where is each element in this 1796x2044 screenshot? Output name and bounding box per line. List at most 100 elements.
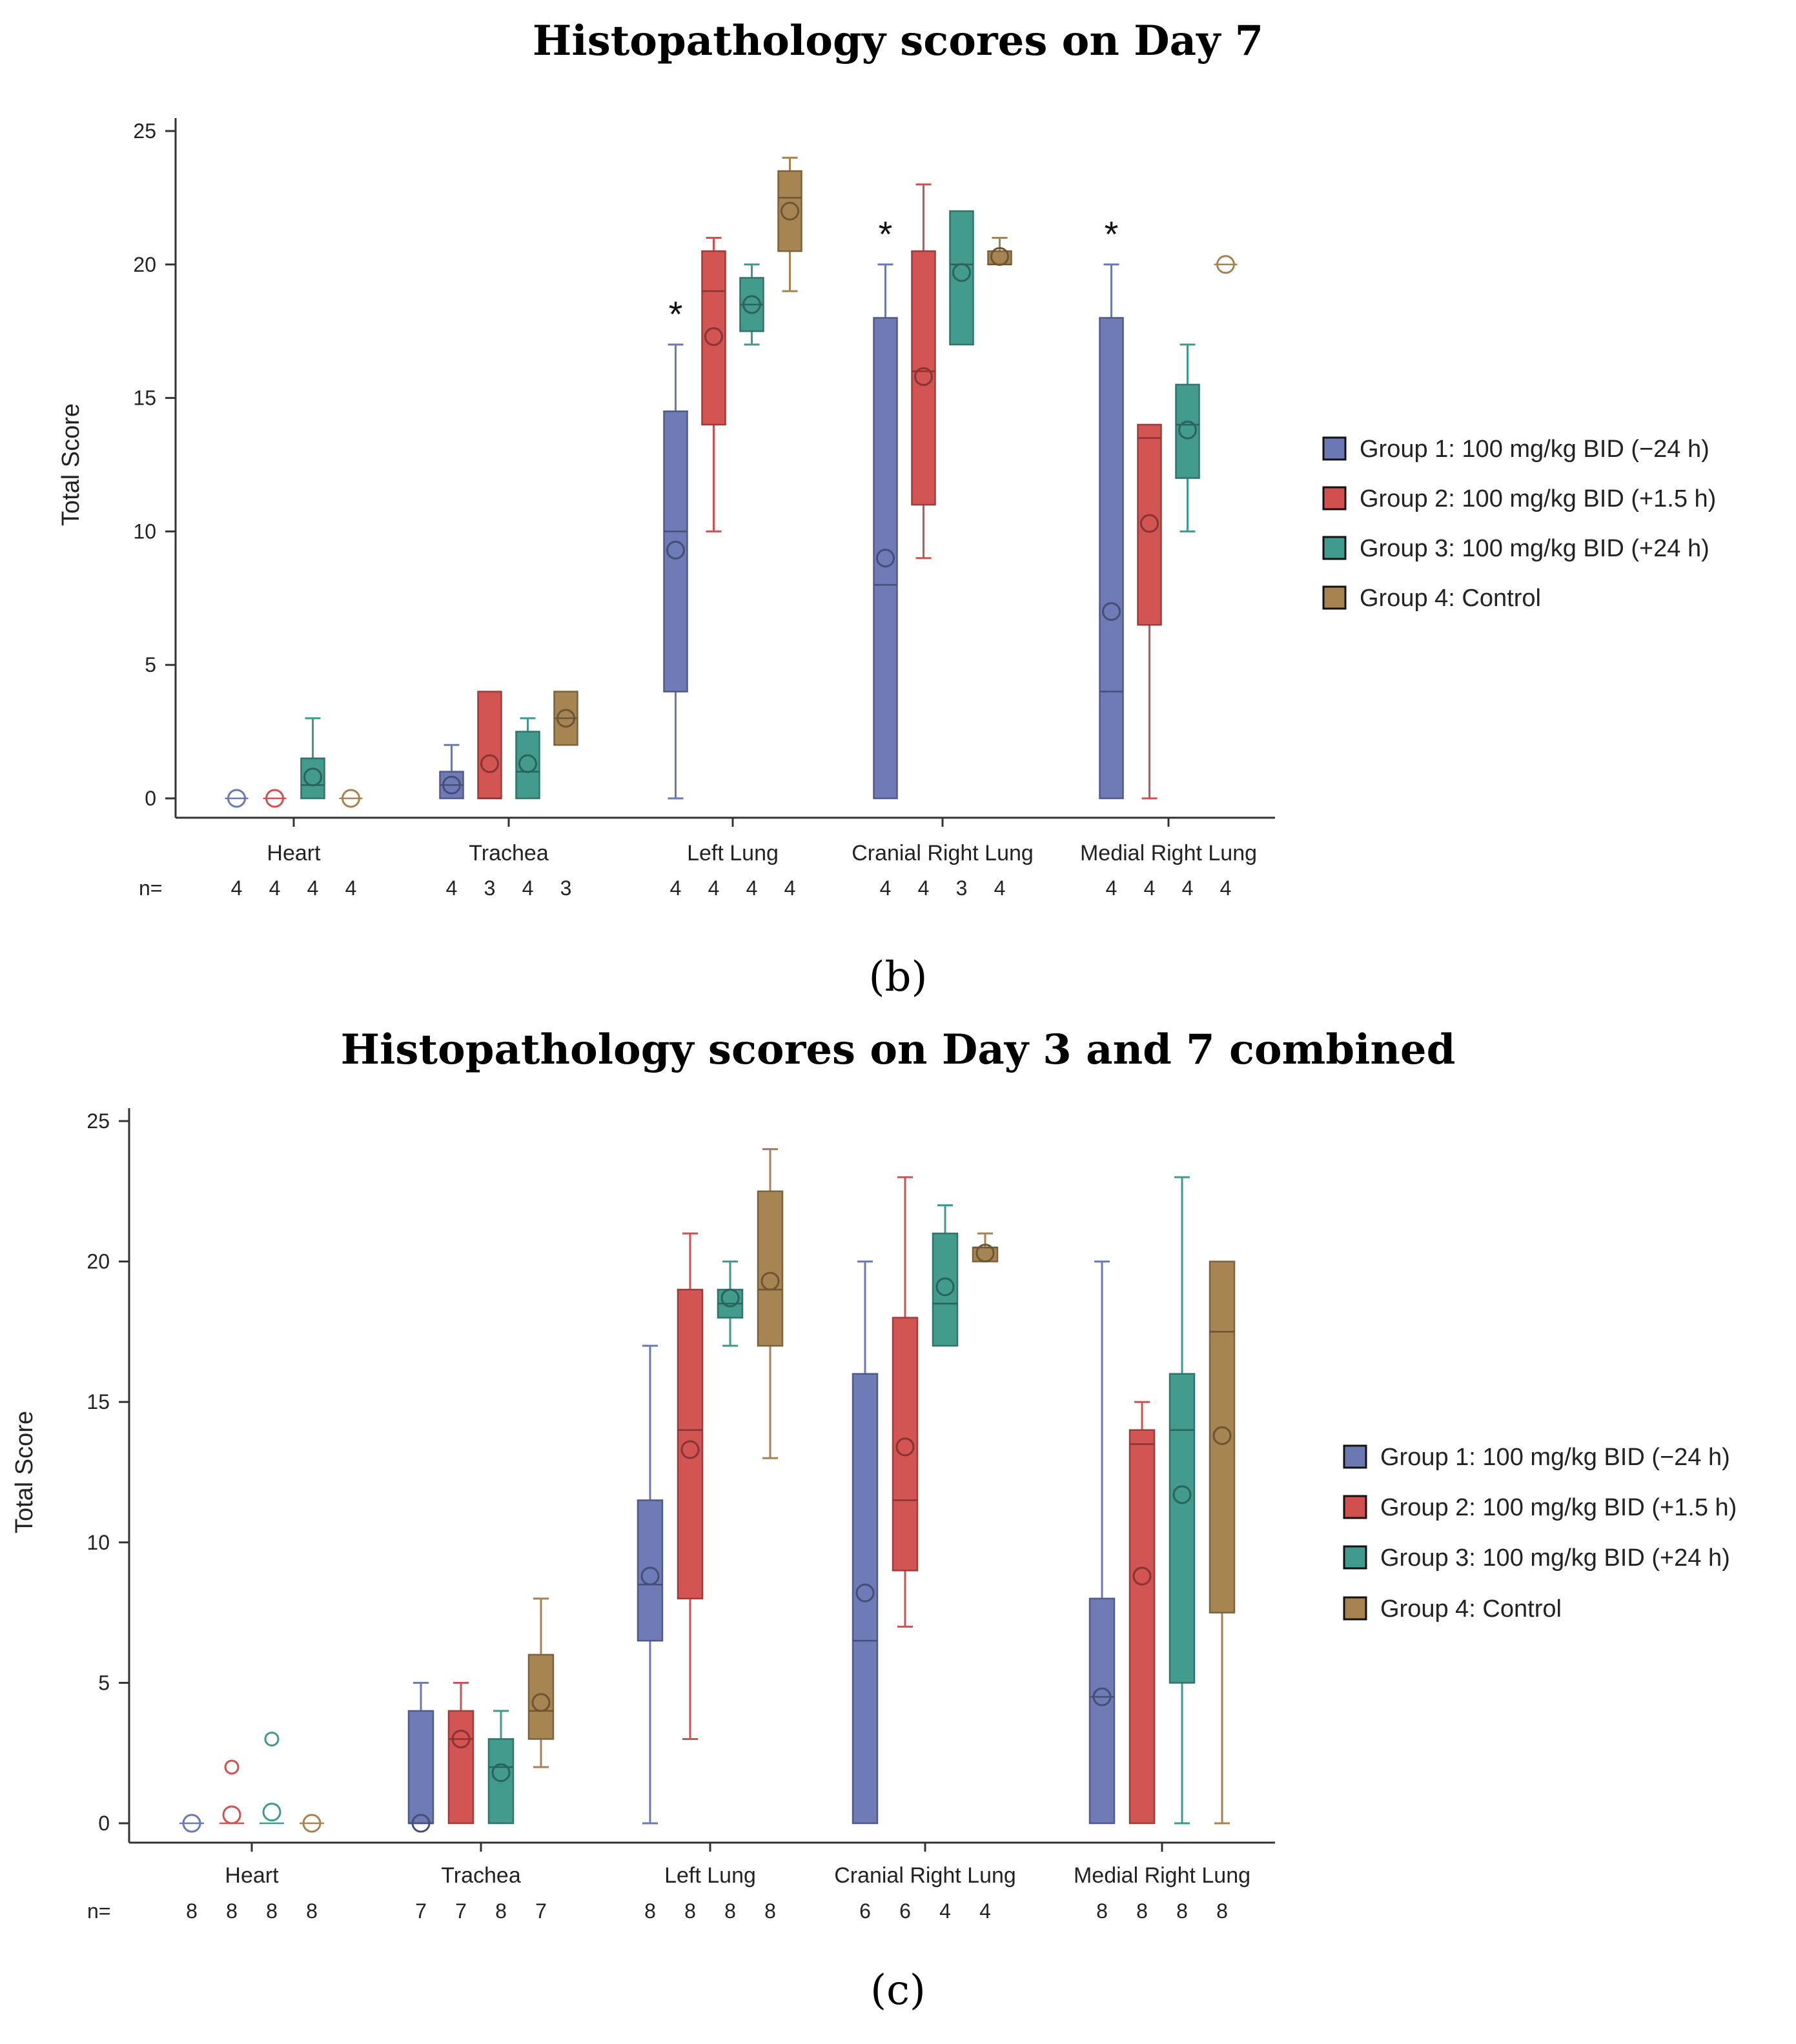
x-category-label: Trachea xyxy=(441,1863,521,1888)
y-axis-label: Total Score xyxy=(11,1411,38,1533)
mean-marker xyxy=(451,1729,471,1748)
mean-marker xyxy=(855,1583,875,1603)
mean-marker xyxy=(342,789,360,808)
x-category-label: Cranial Right Lung xyxy=(852,841,1034,865)
legend-label: Group 4: Control xyxy=(1360,585,1541,612)
mean-marker xyxy=(1216,255,1235,274)
outlier-marker xyxy=(224,1759,240,1775)
box-4-2 xyxy=(777,156,802,292)
n-label: 4 xyxy=(784,876,796,900)
box-3-1 xyxy=(487,1710,515,1825)
n-label: 4 xyxy=(522,876,534,900)
box-4-2 xyxy=(757,1148,784,1459)
legend-label: Group 2: 100 mg/kg BID (+1.5 h) xyxy=(1360,485,1716,512)
n-label: 8 xyxy=(306,1899,318,1923)
legend-swatch-group-2 xyxy=(1343,1495,1367,1519)
box-2-0 xyxy=(219,1759,244,1825)
legend-swatch-group-2 xyxy=(1322,486,1347,511)
outlier-marker xyxy=(264,1731,280,1746)
mean-marker xyxy=(227,789,246,808)
mean-marker xyxy=(556,709,575,728)
mean-marker xyxy=(491,1763,511,1783)
box-body xyxy=(407,1710,434,1825)
n-label: 8 xyxy=(495,1899,507,1923)
box-1-0 xyxy=(179,1814,204,1833)
n-label: 4 xyxy=(1182,876,1194,900)
mean-marker xyxy=(640,1566,660,1586)
legend: Group 1: 100 mg/kg BID (−24 h) Group 2: 1… xyxy=(1343,1444,1737,1623)
n-label: 6 xyxy=(899,1899,911,1923)
box-1-0 xyxy=(225,789,249,808)
x-category-label: Heart xyxy=(225,1863,279,1888)
legend-label: Group 2: 100 mg/kg BID (+1.5 h) xyxy=(1380,1494,1737,1521)
box-body xyxy=(447,1710,475,1825)
n-label: 4 xyxy=(231,876,243,900)
box-1-2 xyxy=(637,1344,664,1825)
y-tick-label: 10 xyxy=(133,520,156,543)
box-3-4 xyxy=(1175,343,1200,532)
mean-marker xyxy=(411,1814,431,1833)
n-label: 4 xyxy=(746,876,758,900)
n-label: 4 xyxy=(670,876,682,900)
y-tick-label: 20 xyxy=(133,253,156,276)
box-4-4 xyxy=(1209,1260,1236,1825)
n-label: 4 xyxy=(979,1899,991,1923)
n-label: 4 xyxy=(446,876,458,900)
n-label: 8 xyxy=(1216,1899,1228,1923)
box-3-1 xyxy=(515,717,540,800)
legend-label: Group 1: 100 mg/kg BID (−24 h) xyxy=(1360,436,1709,463)
box-1-1 xyxy=(407,1681,434,1833)
legend-swatch-group-1 xyxy=(1322,436,1347,461)
legend-label: Group 4: Control xyxy=(1380,1595,1562,1623)
legend-label: Group 3: 100 mg/kg BID (+24 h) xyxy=(1380,1544,1730,1572)
n-label: 8 xyxy=(1136,1899,1148,1923)
n-label: 8 xyxy=(724,1899,736,1923)
x-category-label: Cranial Right Lung xyxy=(834,1863,1016,1888)
box-2-0 xyxy=(263,789,287,808)
n-label: 4 xyxy=(708,876,720,900)
box-3-0 xyxy=(260,1731,284,1825)
mean-marker xyxy=(302,1814,321,1833)
legend-label: Group 3: 100 mg/kg BID (+24 h) xyxy=(1360,535,1709,562)
mean-marker xyxy=(1172,1485,1192,1504)
mean-marker xyxy=(182,1814,201,1833)
box-body xyxy=(1168,1373,1196,1684)
box-2-4 xyxy=(1137,423,1162,800)
mean-marker xyxy=(1092,1687,1112,1706)
box-4-4 xyxy=(1214,255,1238,274)
y-tick-label: 15 xyxy=(133,387,156,410)
y-tick-label: 0 xyxy=(145,787,156,810)
significance-asterisk: * xyxy=(879,214,893,254)
box-2-2 xyxy=(677,1232,704,1740)
n-label: 8 xyxy=(684,1899,696,1923)
box-body xyxy=(757,1190,784,1347)
legend-swatch-group-3 xyxy=(1343,1545,1367,1570)
legend-label: Group 1: 100 mg/kg BID (−24 h) xyxy=(1380,1444,1730,1471)
n-label: 8 xyxy=(1096,1899,1108,1923)
mean-marker xyxy=(895,1437,915,1457)
y-tick-label: 0 xyxy=(98,1812,110,1835)
n-label: 4 xyxy=(1144,876,1156,900)
box-1-4 xyxy=(1088,1260,1116,1825)
x-category-label: Medial Right Lung xyxy=(1074,1863,1250,1888)
box-4-1 xyxy=(527,1597,555,1768)
y-axis-label: Total Score xyxy=(57,403,85,526)
n-label: 4 xyxy=(1220,876,1232,900)
n-label: 4 xyxy=(269,876,281,900)
n-label: 6 xyxy=(859,1899,871,1923)
mean-marker xyxy=(1178,420,1197,440)
mean-marker xyxy=(781,201,799,221)
box-3-4 xyxy=(1168,1176,1196,1825)
box-2-3 xyxy=(892,1176,919,1628)
legend: Group 1: 100 mg/kg BID (−24 h) Group 2: 1… xyxy=(1322,436,1716,612)
legend-swatch-group-4 xyxy=(1343,1596,1367,1621)
box-4-0 xyxy=(300,1814,324,1833)
mean-marker xyxy=(265,789,284,808)
box-4-0 xyxy=(339,789,363,808)
mean-marker xyxy=(1132,1566,1152,1586)
n-label: 7 xyxy=(535,1899,547,1923)
box-2-1 xyxy=(477,691,502,800)
mean-marker xyxy=(876,549,895,568)
mean-marker xyxy=(680,1440,700,1459)
box-body xyxy=(1128,1429,1156,1825)
